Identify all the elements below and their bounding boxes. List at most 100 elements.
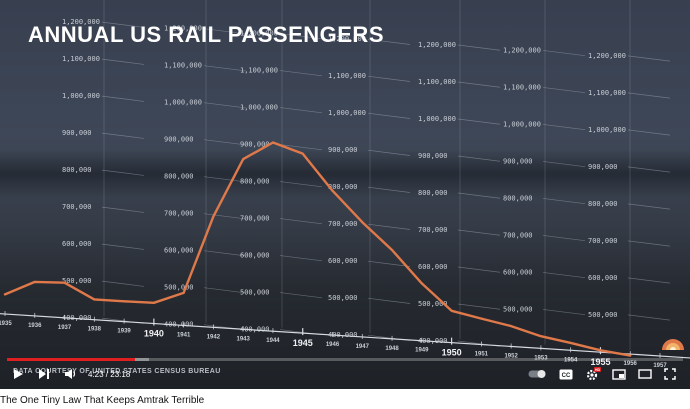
- channel-watermark-icon[interactable]: [659, 331, 687, 351]
- theater-mode-button[interactable]: [636, 366, 654, 382]
- y-tick-label: 500,000: [240, 289, 270, 297]
- y-tick-label: 800,000: [164, 173, 194, 181]
- gridline: [279, 255, 323, 262]
- y-tick-label: 600,000: [588, 274, 618, 282]
- settings-button[interactable]: HD: [584, 366, 602, 382]
- y-tick-label: 1,200,000: [418, 41, 456, 49]
- y-tick-label: 900,000: [418, 152, 448, 160]
- gridline: [101, 95, 145, 102]
- y-tick-label: 1,000,000: [328, 109, 366, 117]
- y-tick-label: 700,000: [62, 203, 92, 211]
- gridline: [279, 107, 323, 114]
- gridline: [457, 118, 501, 125]
- x-tick-label: 1936: [28, 323, 42, 329]
- chart-gridlines: [101, 0, 671, 351]
- rail-passengers-chart: 400,000500,000600,000700,000800,000900,0…: [0, 0, 690, 369]
- next-button[interactable]: [36, 366, 52, 382]
- play-button[interactable]: [10, 366, 26, 382]
- y-tick-label: 500,000: [328, 294, 358, 302]
- x-tick-label: 1954: [564, 357, 578, 363]
- background-landscape: [0, 150, 690, 198]
- y-tick-label: 700,000: [240, 215, 270, 223]
- progress-bar[interactable]: [7, 358, 683, 361]
- gridline: [203, 102, 247, 109]
- x-tick-label: 1946: [326, 342, 340, 348]
- gridline: [101, 169, 145, 176]
- play-icon: [14, 369, 23, 379]
- y-tick-label: 1,000,000: [418, 115, 456, 123]
- x-tick-label: 1948: [385, 346, 399, 352]
- volume-icon: [64, 369, 75, 379]
- y-tick-label: 800,000: [418, 189, 448, 197]
- y-axis-tick-labels: 400,000500,000600,000700,000800,000900,0…: [62, 18, 626, 345]
- y-tick-label: 1,000,000: [240, 104, 278, 112]
- y-tick-label: 1,100,000: [62, 55, 100, 63]
- gridline: [367, 38, 411, 45]
- y-tick-label: 500,000: [164, 284, 194, 292]
- y-tick-label: 1,200,000: [588, 52, 626, 60]
- y-tick-label: 1,000,000: [164, 99, 202, 107]
- y-tick-label: 600,000: [62, 240, 92, 248]
- hd-badge: HD: [595, 368, 601, 372]
- y-tick-label: 500,000: [588, 311, 618, 319]
- x-tick-label: 1937: [58, 325, 72, 331]
- captions-button[interactable]: CC: [557, 366, 575, 382]
- gridline: [279, 181, 323, 188]
- gridline: [203, 139, 247, 146]
- y-tick-label: 500,000: [418, 300, 448, 308]
- fullscreen-button[interactable]: [661, 366, 679, 382]
- x-tick-label: 1944: [266, 338, 280, 344]
- y-tick-label: 500,000: [503, 305, 533, 313]
- x-tick-label: 1950: [442, 348, 462, 358]
- gridline: [101, 280, 145, 287]
- gridline: [627, 277, 671, 284]
- y-tick-label: 800,000: [240, 178, 270, 186]
- y-tick-label: 800,000: [588, 200, 618, 208]
- gridline: [203, 28, 247, 35]
- x-tick-label: 1949: [415, 348, 429, 354]
- video-player[interactable]: 400,000500,000600,000700,000800,000900,0…: [0, 0, 690, 389]
- gridline: [101, 243, 145, 250]
- gridline: [101, 132, 145, 139]
- gridline: [627, 203, 671, 210]
- y-tick-label: 900,000: [328, 146, 358, 154]
- y-tick-label: 600,000: [164, 247, 194, 255]
- y-tick-label: 700,000: [503, 231, 533, 239]
- gridline: [279, 33, 323, 40]
- y-tick-label: 1,200,000: [62, 18, 100, 26]
- volume-button[interactable]: [62, 366, 78, 382]
- fullscreen-icon: [664, 368, 676, 380]
- gridline: [542, 124, 586, 131]
- miniplayer-icon: [612, 368, 626, 380]
- chart-title: ANNUAL US RAIL PASSENGERS: [28, 22, 384, 47]
- theater-mode-icon: [638, 369, 652, 379]
- gridline: [542, 87, 586, 94]
- gridline: [457, 192, 501, 199]
- gridline: [457, 44, 501, 51]
- autoplay-toggle[interactable]: [527, 366, 547, 382]
- x-tick-label: 1941: [177, 332, 191, 338]
- x-tick-label: 1940: [144, 329, 164, 339]
- gridline: [457, 81, 501, 88]
- gridline: [457, 229, 501, 236]
- y-tick-label: 600,000: [328, 257, 358, 265]
- y-tick-label: 1,000,000: [62, 92, 100, 100]
- gridline: [203, 287, 247, 294]
- gridline: [367, 149, 411, 156]
- y-tick-label: 600,000: [503, 268, 533, 276]
- y-tick-label: 1,100,000: [503, 83, 541, 91]
- gridline: [457, 155, 501, 162]
- x-tick-label: 1945: [293, 338, 313, 348]
- y-tick-label: 1,200,000: [503, 46, 541, 54]
- x-tick-label: 1943: [237, 336, 251, 342]
- gridline: [367, 223, 411, 230]
- gridline: [542, 309, 586, 316]
- x-tick-label: 1939: [117, 329, 131, 335]
- y-tick-label: 500,000: [62, 277, 92, 285]
- miniplayer-button[interactable]: [610, 366, 628, 382]
- y-tick-label: 800,000: [328, 183, 358, 191]
- gridline: [627, 166, 671, 173]
- gridline: [203, 176, 247, 183]
- data-credit: DATA COURTESY OF UNITED STATES CENSUS BU…: [13, 368, 221, 375]
- x-axis-tick-labels: 1935 1936 1937 1938 1939 1940 1941 1942 1943 1944…: [0, 321, 667, 369]
